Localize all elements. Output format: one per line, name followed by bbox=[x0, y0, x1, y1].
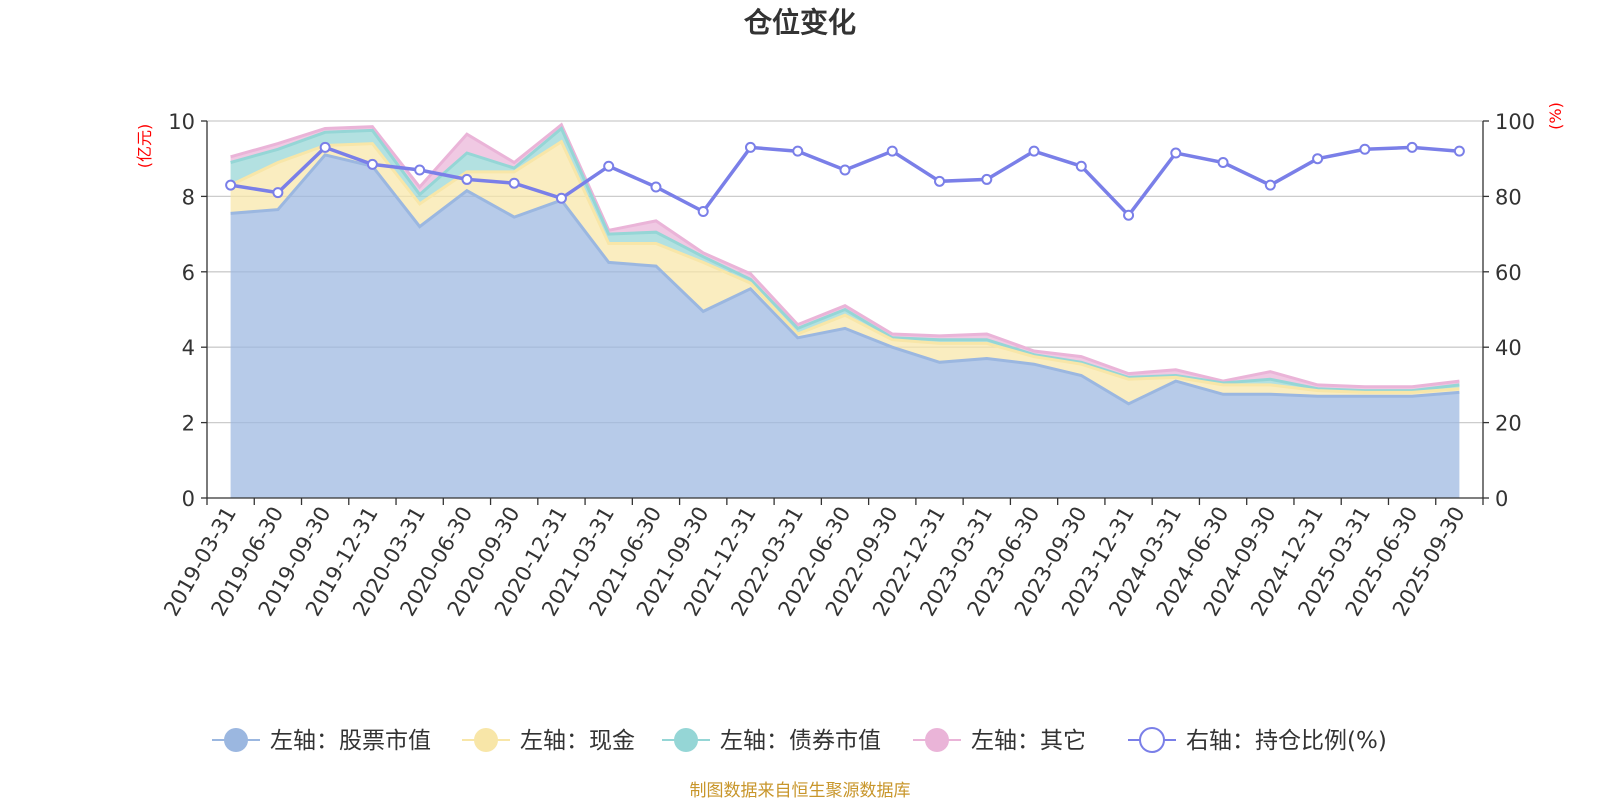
right-axis-tick-label: 80 bbox=[1495, 185, 1522, 209]
ratio-point bbox=[1312, 153, 1324, 165]
left-axis-tick-label: 2 bbox=[182, 412, 195, 436]
ratio-point bbox=[1453, 145, 1465, 157]
legend-marker bbox=[224, 728, 248, 752]
ratio-point bbox=[1123, 209, 1135, 221]
legend-item[interactable]: 左轴：债券市值 bbox=[662, 728, 881, 754]
chart-title: 仓位变化 bbox=[744, 6, 856, 39]
legend-marker bbox=[925, 728, 949, 752]
legend-label: 左轴：股票市值 bbox=[270, 728, 431, 754]
left-axis-tick-label: 10 bbox=[168, 110, 195, 134]
legend-marker bbox=[474, 728, 498, 752]
ratio-point bbox=[934, 175, 946, 187]
ratio-point bbox=[461, 173, 473, 185]
legend-item[interactable]: 左轴：现金 bbox=[462, 728, 635, 754]
ratio-point bbox=[603, 160, 615, 172]
left-axis-tick-label: 0 bbox=[182, 487, 195, 511]
right-axis-tick-label: 40 bbox=[1495, 336, 1522, 360]
ratio-point bbox=[1075, 160, 1087, 172]
ratio-point bbox=[366, 158, 378, 170]
ratio-point bbox=[1217, 156, 1229, 168]
ratio-point bbox=[744, 141, 756, 153]
ratio-point bbox=[1406, 141, 1418, 153]
ratio-point bbox=[1028, 145, 1040, 157]
legend-marker bbox=[674, 728, 698, 752]
ratio-point bbox=[1359, 143, 1371, 155]
right-axis-unit: (%) bbox=[1546, 102, 1565, 130]
area-edge-line bbox=[229, 139, 1460, 394]
ratio-point bbox=[319, 141, 331, 153]
legend-label: 右轴：持仓比例(%) bbox=[1186, 728, 1387, 754]
legend-label: 左轴：现金 bbox=[520, 728, 635, 754]
legend-item[interactable]: 左轴：股票市值 bbox=[212, 728, 431, 754]
right-axis-tick-label: 20 bbox=[1495, 412, 1522, 436]
ratio-point bbox=[225, 179, 237, 191]
area-0 bbox=[230, 154, 1460, 498]
legend-marker bbox=[1139, 727, 1165, 753]
legend-item[interactable]: 右轴：持仓比例(%) bbox=[1128, 727, 1387, 754]
right-axis-tick-label: 0 bbox=[1495, 487, 1508, 511]
right-axis-tick-label: 100 bbox=[1495, 110, 1535, 134]
legend-label: 左轴：债券市值 bbox=[720, 728, 881, 754]
ratio-point bbox=[414, 164, 426, 176]
stacked-areas bbox=[229, 122, 1460, 498]
left-axis-tick-label: 8 bbox=[182, 185, 195, 209]
right-axis-tick-label: 60 bbox=[1495, 261, 1522, 285]
legend-item[interactable]: 左轴：其它 bbox=[913, 728, 1086, 754]
left-axis-unit: (亿元) bbox=[135, 124, 154, 169]
left-axis-tick-label: 6 bbox=[182, 261, 195, 285]
ratio-line bbox=[225, 141, 1465, 221]
ratio-point bbox=[508, 177, 520, 189]
ratio-point bbox=[792, 145, 804, 157]
ratio-point bbox=[697, 205, 709, 217]
source-note: 制图数据来自恒生聚源数据库 bbox=[690, 781, 911, 800]
ratio-point bbox=[650, 181, 662, 193]
ratio-point bbox=[272, 187, 284, 199]
left-axis-tick-label: 4 bbox=[182, 336, 195, 360]
area-edge-line bbox=[230, 153, 1460, 406]
legend: 左轴：股票市值 左轴：现金 左轴：债券市值 左轴：其它 右轴：持仓比例(%) bbox=[212, 727, 1387, 754]
ratio-point bbox=[555, 192, 567, 204]
ratio-point bbox=[886, 145, 898, 157]
ratio-point bbox=[981, 173, 993, 185]
area-edge-line bbox=[230, 126, 1460, 393]
area-edge-line bbox=[230, 122, 1460, 389]
legend-label: 左轴：其它 bbox=[971, 728, 1086, 754]
ratio-point bbox=[839, 164, 851, 176]
ratio-point bbox=[1170, 147, 1182, 159]
ratio-point bbox=[1264, 179, 1276, 191]
